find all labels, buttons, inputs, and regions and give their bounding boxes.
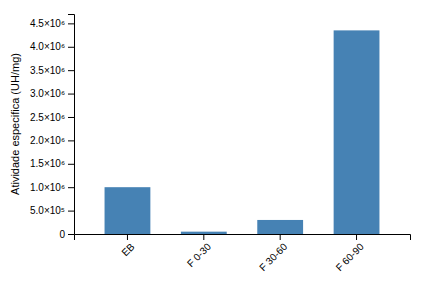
- x-tick-label: EB: [119, 241, 136, 258]
- y-tick-label: 2.0×10⁶: [30, 135, 65, 146]
- y-tick-mark: [68, 70, 74, 71]
- y-tick-label: 3.0×10⁶: [30, 88, 65, 99]
- x-tick-mark: [127, 234, 128, 240]
- y-tick-label: 4.5×10⁶: [30, 18, 65, 29]
- y-tick-mark: [68, 117, 74, 118]
- y-tick-mark: [68, 23, 74, 24]
- x-tick-label: F 30-60: [257, 241, 289, 273]
- y-tick-mark: [68, 187, 74, 188]
- x-tick: F 0-30: [185, 234, 214, 269]
- y-tick: 4.0×10⁶: [30, 41, 74, 52]
- y-tick: 3.5×10⁶: [30, 65, 74, 76]
- y-tick: 2.5×10⁶: [30, 112, 74, 123]
- bar: [257, 220, 303, 234]
- y-tick: 3.0×10⁶: [30, 88, 74, 99]
- x-tick: F 30-60: [257, 234, 289, 273]
- chart: 0 5.0×10⁵ 1.0×10⁶ 1.5×10⁶ 2.0×10⁶ 2.5×10⁶ 3.0×…: [0, 0, 426, 290]
- bar: [105, 187, 151, 234]
- bars: [105, 30, 380, 234]
- y-tick-label: 3.5×10⁶: [30, 65, 65, 76]
- x-tick-label: F 0-30: [185, 241, 214, 270]
- y-tick: 0: [59, 229, 74, 240]
- y-tick: 4.5×10⁶: [30, 18, 74, 29]
- x-tick: EB: [119, 234, 136, 258]
- y-tick-label: 4.0×10⁶: [30, 41, 65, 52]
- y-tick: 2.0×10⁶: [30, 135, 74, 146]
- y-tick: 1.5×10⁶: [30, 158, 74, 169]
- bar: [334, 30, 380, 234]
- y-tick-mark: [68, 140, 74, 141]
- x-axis: EB F 0-30 F 30-60 F 60-90: [75, 234, 411, 273]
- y-axis: 0 5.0×10⁵ 1.0×10⁶ 1.5×10⁶ 2.0×10⁶ 2.5×10⁶ 3.0×…: [30, 15, 75, 240]
- y-tick: 1.0×10⁶: [30, 182, 74, 193]
- y-tick-label: 0: [59, 229, 65, 240]
- y-axis-line: [68, 15, 75, 235]
- y-tick-mark: [68, 164, 74, 165]
- y-axis-title: Atividade especifica (UH/mg): [9, 53, 21, 195]
- plot: 0 5.0×10⁵ 1.0×10⁶ 1.5×10⁶ 2.0×10⁶ 2.5×10⁶ 3.0×…: [30, 15, 411, 274]
- x-tick-mark: [203, 234, 204, 240]
- y-tick-mark: [68, 234, 74, 235]
- y-tick-label: 1.5×10⁶: [30, 158, 65, 169]
- y-tick: 5.0×10⁵: [30, 205, 74, 216]
- y-tick-mark: [68, 47, 74, 48]
- y-tick-label: 5.0×10⁵: [30, 205, 65, 216]
- x-tick-mark: [280, 234, 281, 240]
- y-tick-mark: [68, 211, 74, 212]
- bar: [181, 232, 227, 234]
- x-axis-line: [75, 235, 411, 241]
- x-tick-label: F 60-90: [334, 241, 366, 273]
- x-tick-mark: [356, 234, 357, 240]
- y-tick-label: 1.0×10⁶: [30, 182, 65, 193]
- x-tick: F 60-90: [334, 234, 366, 273]
- y-tick-label: 2.5×10⁶: [30, 112, 65, 123]
- y-tick-mark: [68, 94, 74, 95]
